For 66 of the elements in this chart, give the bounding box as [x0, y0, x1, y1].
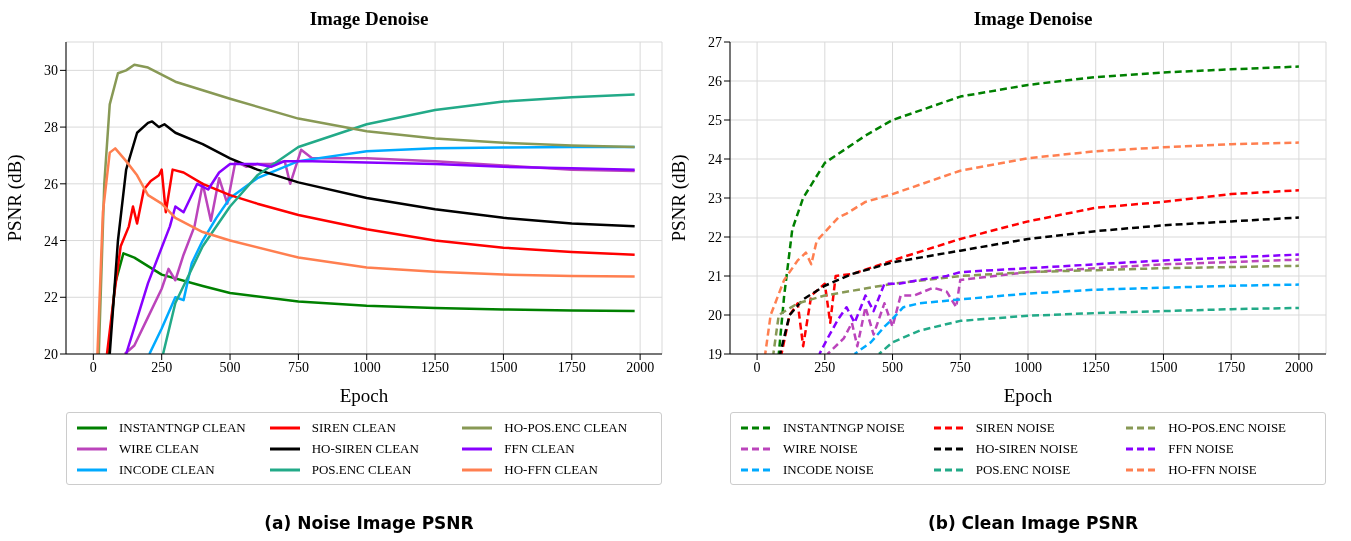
y-tick-label: 21: [708, 268, 722, 284]
text: (b) Clean Image PSNR: [926, 513, 1140, 533]
x-tick-label: 0: [89, 359, 97, 375]
y-axis-title: PSNR (dB): [667, 154, 690, 242]
x-tick-label: 500: [219, 359, 241, 375]
x-tick-label: 750: [287, 359, 309, 375]
chart-title: Image Denoise: [308, 8, 430, 31]
x-tick-label: 0: [753, 359, 761, 375]
legend-label: SIREN CLEAN: [311, 419, 396, 436]
x-tick-label: 2000: [1284, 359, 1313, 375]
line-series: [161, 93, 636, 354]
x-tick-label: 1500: [489, 359, 518, 375]
x-axis-title: Epoch: [1003, 385, 1053, 406]
line-series: [780, 188, 1301, 354]
legend-label: FFN CLEAN: [504, 440, 575, 457]
y-tick-label: 20: [708, 307, 722, 323]
y-tick-label: 27: [708, 34, 722, 50]
y-tick-label: 23: [708, 190, 722, 206]
line-series: [853, 283, 1301, 354]
line-series: [877, 306, 1301, 354]
legend-label: POS.ENC CLEAN: [311, 461, 412, 478]
x-tick-label: 750: [949, 359, 971, 375]
legend-label: INSTANTNGP NOISE: [783, 419, 905, 436]
line-series: [777, 65, 1301, 354]
y-tick-label: 26: [44, 176, 58, 192]
x-tick-label: 1250: [421, 359, 450, 375]
line-series: [763, 141, 1301, 354]
text: (a) Noise Image PSNR: [263, 513, 475, 533]
y-tick-label: 24: [44, 233, 58, 249]
x-tick-label: 250: [151, 359, 173, 375]
x-axis-title: Epoch: [339, 385, 389, 406]
legend-label: INSTANTNGP CLEAN: [119, 419, 246, 436]
legend-label: POS.ENC NOISE: [975, 461, 1071, 478]
x-tick-label: 1250: [1081, 359, 1110, 375]
y-tick-label: 28: [44, 120, 58, 136]
x-tick-label: 1750: [557, 359, 586, 375]
legend-label: HO-POS.ENC NOISE: [1168, 419, 1287, 436]
y-tick-label: 30: [44, 63, 58, 79]
legend-label: FFN NOISE: [1168, 440, 1234, 457]
y-tick-label: 24: [708, 151, 722, 167]
y-tick-label: 22: [708, 229, 722, 245]
x-tick-label: 500: [882, 359, 904, 375]
legend-label: INCODE NOISE: [783, 461, 874, 478]
x-tick-label: 1000: [352, 359, 381, 375]
legend-label: INCODE CLEAN: [119, 461, 215, 478]
legend-label: SIREN NOISE: [975, 419, 1055, 436]
legend-label: HO-FFN CLEAN: [504, 461, 598, 478]
y-tick-label: 20: [44, 346, 58, 362]
y-tick-label: 26: [708, 73, 722, 89]
line-series: [772, 264, 1301, 354]
x-tick-label: 1500: [1149, 359, 1178, 375]
y-tick-label: 19: [708, 346, 722, 362]
legend-label: HO-SIREN CLEAN: [311, 440, 419, 457]
x-tick-label: 1000: [1014, 359, 1042, 375]
legend-label: WIRE NOISE: [783, 440, 858, 457]
legend-label: HO-POS.ENC CLEAN: [504, 419, 628, 436]
y-tick-label: 25: [708, 112, 722, 128]
y-axis-title: PSNR (dB): [3, 154, 26, 242]
legend-label: HO-FFN NOISE: [1168, 461, 1257, 478]
x-tick-label: 250: [814, 359, 836, 375]
x-tick-label: 2000: [626, 359, 655, 375]
chart-title: Image Denoise: [972, 8, 1094, 31]
legend-label: HO-SIREN NOISE: [975, 440, 1078, 457]
x-tick-label: 1750: [1217, 359, 1246, 375]
y-tick-label: 22: [44, 290, 58, 306]
legend-label: WIRE CLEAN: [119, 440, 199, 457]
